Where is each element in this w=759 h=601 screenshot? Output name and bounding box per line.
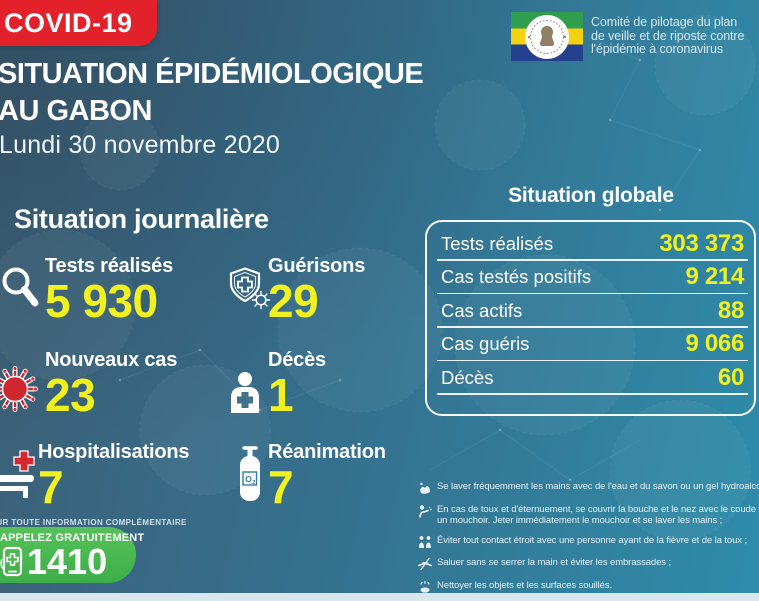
- gabon-flag-icon: [511, 12, 583, 61]
- svg-text:2: 2: [252, 480, 255, 486]
- wash-hands-icon: [420, 482, 430, 494]
- row-label: Cas testés positifs: [441, 266, 592, 288]
- stat-label: Décès: [268, 349, 326, 371]
- stat-nouveaux-cas: Nouveaux cas 23: [45, 349, 177, 419]
- stat-value: 29: [268, 275, 319, 327]
- row-label: Décès: [441, 366, 494, 388]
- row-label: Cas guéris: [441, 333, 530, 355]
- table-row: Tests réalisés 303 373: [427, 227, 754, 261]
- table-row: Cas guéris 9 066: [427, 328, 754, 362]
- row-value: 9 214: [685, 263, 744, 291]
- no-handshake-icon: [418, 558, 432, 571]
- stat-tests-realises: Tests réalisés 5 930: [45, 255, 173, 325]
- row-label: Cas actifs: [441, 299, 523, 321]
- stat-hospitalisations: Hospitalisations 7: [38, 441, 189, 511]
- list-item: Saluer sans se serrer la main et éviter …: [418, 557, 759, 571]
- daily-section-title: Situation journalière: [14, 204, 269, 234]
- hospital-bed-icon: [0, 450, 35, 498]
- table-row: Décès 60: [427, 361, 754, 395]
- stat-value: 7: [38, 461, 64, 513]
- report-date: Lundi 30 novembre 2020: [0, 131, 280, 159]
- guideline-text: Nettoyer les objets et les surfaces soui…: [437, 579, 613, 591]
- table-row: Cas testés positifs 9 214: [427, 261, 754, 295]
- page-title-line1: SITUATION ÉPIDÉMIOLOGIQUE: [0, 58, 424, 90]
- phone-cross-icon: [0, 546, 23, 577]
- hotline-number: 1410: [27, 541, 108, 582]
- table-row: Cas actifs 88: [427, 294, 754, 328]
- avoid-contact-icon: [419, 535, 431, 548]
- covid-banner: COVID-19: [0, 0, 157, 46]
- cough-elbow-icon: [419, 504, 432, 518]
- row-value: 60: [717, 363, 744, 391]
- list-item: Nettoyer les objets et les surfaces soui…: [418, 580, 759, 594]
- org-name: Comité de pilotage du plan de veille et …: [591, 14, 745, 57]
- svg-text:O: O: [245, 474, 252, 484]
- row-value: 9 066: [685, 330, 744, 358]
- org-name-line2: de veille et de riposte contre: [591, 28, 745, 43]
- global-stats-table: Tests réalisés 303 373 Cas testés positi…: [425, 220, 756, 416]
- page-title: SITUATION ÉPIDÉMIOLOGIQUE AU GABON: [0, 56, 424, 130]
- org-name-line3: l'épidémie à coronavirus: [591, 42, 723, 57]
- org-logo: Comité de pilotage du plan de veille et …: [511, 12, 744, 61]
- gabon-seal-icon: [525, 14, 569, 59]
- global-section-title: Situation globale: [508, 184, 674, 207]
- stat-value: 1: [268, 369, 294, 421]
- virus-icon: [0, 366, 38, 412]
- clean-surfaces-icon: [420, 580, 430, 593]
- hotline-note: POUR TOUTE INFORMATION COMPLÉMENTAIRE: [0, 518, 187, 527]
- guidelines-list: Se laver fréquemment les mains avec de l…: [418, 481, 759, 594]
- stat-reanimation: Réanimation 7: [268, 441, 386, 511]
- org-name-line1: Comité de pilotage du plan: [591, 14, 738, 29]
- stat-label: Hospitalisations: [38, 441, 190, 463]
- hotline-pill: APPELEZ GRATUITEMENT 1410: [0, 527, 145, 583]
- guideline-text: En cas de toux et d'éternuement, se couv…: [437, 503, 759, 526]
- list-item: Éviter tout contact étroit avec une pers…: [418, 535, 759, 549]
- footer-strip: [0, 593, 759, 601]
- list-item: En cas de toux et d'éternuement, se couv…: [418, 504, 759, 527]
- page-title-line2: AU GABON: [0, 95, 152, 127]
- oxygen-tank-icon: O 2: [240, 446, 260, 501]
- guideline-text: Éviter tout contact étroit avec une pers…: [437, 534, 748, 546]
- hotline-cta: APPELEZ GRATUITEMENT: [0, 532, 145, 544]
- stat-value: 5 930: [45, 275, 158, 327]
- row-value: 303 373: [659, 229, 744, 257]
- row-label: Tests réalisés: [441, 232, 554, 254]
- magnifier-icon: [2, 267, 39, 307]
- guideline-text: Se laver fréquemment les mains avec de l…: [437, 481, 759, 492]
- shield-cross-virus-icon: [229, 267, 271, 310]
- stat-value: 7: [268, 461, 294, 513]
- covid-banner-label: COVID-19: [4, 7, 133, 38]
- stat-value: 23: [45, 369, 96, 421]
- stat-label: Réanimation: [268, 441, 386, 463]
- stat-label: Guérisons: [268, 255, 366, 277]
- person-cross-icon: [228, 371, 262, 415]
- list-item: Se laver fréquemment les mains avec de l…: [418, 481, 759, 495]
- guideline-text: Saluer sans se serrer la main et éviter …: [437, 557, 672, 569]
- row-value: 88: [717, 296, 744, 324]
- stat-label: Tests réalisés: [45, 255, 174, 277]
- stat-guerisons: Guérisons 29: [268, 255, 365, 325]
- stat-label: Nouveaux cas: [45, 349, 178, 371]
- stat-deces: Décès 1: [268, 349, 326, 419]
